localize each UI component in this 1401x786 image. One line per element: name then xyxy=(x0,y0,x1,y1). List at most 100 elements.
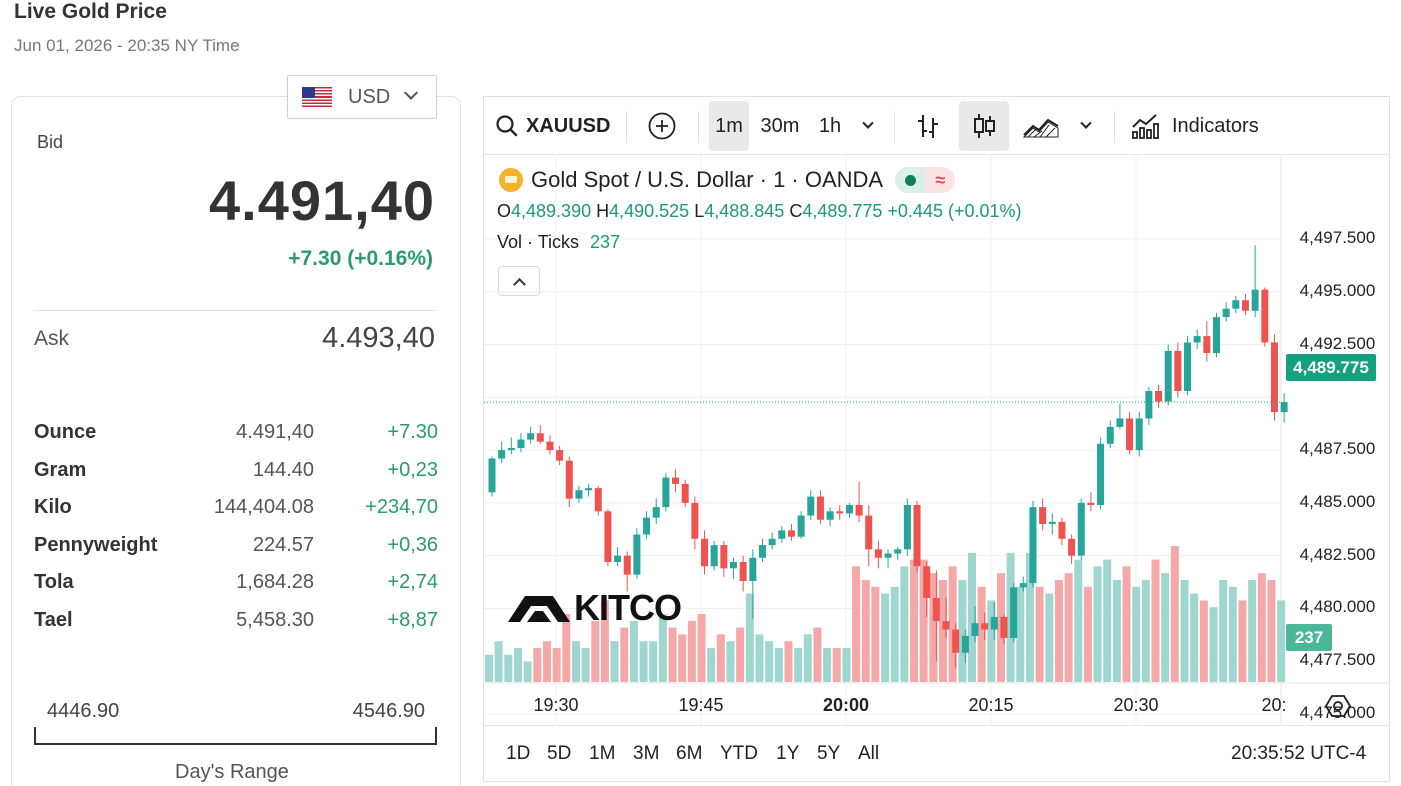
candle-body xyxy=(836,511,844,514)
candle-body xyxy=(1241,300,1249,311)
day-range-caption: Day's Range xyxy=(175,761,289,783)
candle-body xyxy=(672,477,680,484)
unit-change: +0,23 xyxy=(387,459,438,481)
symbol-search-button[interactable]: XAUUSD xyxy=(494,101,614,151)
indicators-label: Indicators xyxy=(1172,114,1259,137)
unit-name: Kilo xyxy=(34,496,72,518)
market-status-pill[interactable]: ≈ xyxy=(895,167,956,193)
volume-bar xyxy=(929,573,938,682)
candle-body xyxy=(1261,289,1269,343)
currency-label: USD xyxy=(348,85,391,108)
volume-bar xyxy=(533,648,542,682)
candle-body xyxy=(1145,391,1153,419)
y-tick-label: 4,495.000 xyxy=(1299,280,1376,300)
candle-body xyxy=(942,621,950,630)
range-all-button[interactable]: All xyxy=(858,743,880,764)
volume-bar xyxy=(523,661,532,682)
symbol-label: XAUUSD xyxy=(526,114,611,137)
candle-body xyxy=(594,488,602,512)
ohlc-low-label: L xyxy=(694,201,705,221)
volume-bar xyxy=(494,641,503,682)
chart-type-dropdown-button[interactable] xyxy=(1074,101,1098,151)
range-6m-button[interactable]: 6M xyxy=(676,743,703,764)
candle-body xyxy=(1270,342,1278,413)
range-1d-button[interactable]: 1D xyxy=(506,743,531,764)
volume-bar xyxy=(803,634,812,682)
unit-row-tola: Tola 1,684.28 +2,74 xyxy=(34,571,438,601)
y-tick-label: 4,492.500 xyxy=(1299,333,1376,353)
toolbar-divider xyxy=(894,111,895,143)
volume-bar xyxy=(1199,600,1208,682)
y-tick-label: 4,497.500 xyxy=(1299,228,1376,247)
volume-bar xyxy=(571,641,580,682)
candle-body xyxy=(556,450,564,461)
day-range-high: 4546.90 xyxy=(352,700,425,722)
unit-change: +8,87 xyxy=(387,609,438,631)
currency-select[interactable]: USD xyxy=(287,75,437,119)
candle-body xyxy=(546,441,554,451)
chevron-down-icon xyxy=(404,85,419,100)
range-1m-button[interactable]: 1M xyxy=(589,743,616,764)
range-1y-button[interactable]: 1Y xyxy=(776,743,800,764)
interval-dropdown-button[interactable] xyxy=(856,101,880,151)
volume-bar xyxy=(1257,573,1266,682)
candle-body xyxy=(565,460,573,499)
candle-body xyxy=(691,502,699,539)
compare-symbol-button[interactable] xyxy=(644,101,680,151)
price-plot[interactable] xyxy=(484,155,1390,725)
volume-bar xyxy=(1267,580,1276,682)
volume-bar xyxy=(765,641,774,682)
candle-body xyxy=(498,450,506,459)
candle-chart-button[interactable] xyxy=(959,101,1009,151)
volume-bar xyxy=(1277,600,1286,682)
kitco-logo-icon xyxy=(508,596,570,622)
indicators-button[interactable]: Indicators xyxy=(1130,101,1270,151)
interval-1h-button[interactable]: 1h xyxy=(818,114,842,137)
range-5y-button[interactable]: 5Y xyxy=(817,743,841,764)
candle-body xyxy=(1184,342,1192,391)
candle-body xyxy=(1029,507,1037,584)
chart-settings-icon[interactable] xyxy=(1325,694,1351,718)
candle-body xyxy=(710,545,718,567)
bar-chart-button[interactable] xyxy=(910,101,946,151)
x-tick-label: 19:45 xyxy=(678,695,724,715)
area-chart-button[interactable] xyxy=(1020,101,1062,151)
last-volume-tag: 237 xyxy=(1286,624,1332,651)
volume-bar xyxy=(1219,580,1228,682)
interval-1m-button[interactable]: 1m xyxy=(709,101,749,151)
volume-bar xyxy=(977,586,986,682)
volume-bar xyxy=(842,648,851,682)
chevron-down-icon xyxy=(1080,117,1092,129)
range-5d-button[interactable]: 5D xyxy=(547,743,572,764)
unit-value: 1,684.28 xyxy=(236,571,314,593)
day-range-bar xyxy=(34,727,437,745)
chevron-up-icon xyxy=(512,277,526,291)
candle-body xyxy=(1193,336,1201,343)
candle-body xyxy=(633,534,641,575)
x-tick-label: 20:15 xyxy=(968,695,1014,715)
volume-bar xyxy=(1083,586,1092,682)
candle-body xyxy=(874,549,882,558)
volume-bar xyxy=(987,600,996,682)
collapse-legend-button[interactable] xyxy=(498,266,540,296)
candle-body xyxy=(952,629,960,653)
range-3m-button[interactable]: 3M xyxy=(633,743,660,764)
volume-bar xyxy=(958,580,967,682)
candle-body xyxy=(1222,308,1230,318)
unit-change: +7.30 xyxy=(387,421,438,443)
volume-bar xyxy=(1180,580,1189,682)
live-dot-icon xyxy=(904,174,916,186)
candle-body xyxy=(1077,502,1085,556)
wave-icon: ≈ xyxy=(935,169,946,190)
volume-bar xyxy=(910,559,919,682)
range-ytd-button[interactable]: YTD xyxy=(720,743,758,764)
volume-bar xyxy=(919,559,928,682)
volume-bar xyxy=(1161,573,1170,682)
interval-30m-button[interactable]: 30m xyxy=(760,114,800,137)
candle-body xyxy=(1087,502,1095,505)
candle-body xyxy=(1019,583,1027,588)
candle-body xyxy=(1203,336,1211,353)
candle-body xyxy=(1058,521,1066,539)
volume-bar xyxy=(1054,580,1063,682)
volume-bar xyxy=(1112,580,1121,682)
